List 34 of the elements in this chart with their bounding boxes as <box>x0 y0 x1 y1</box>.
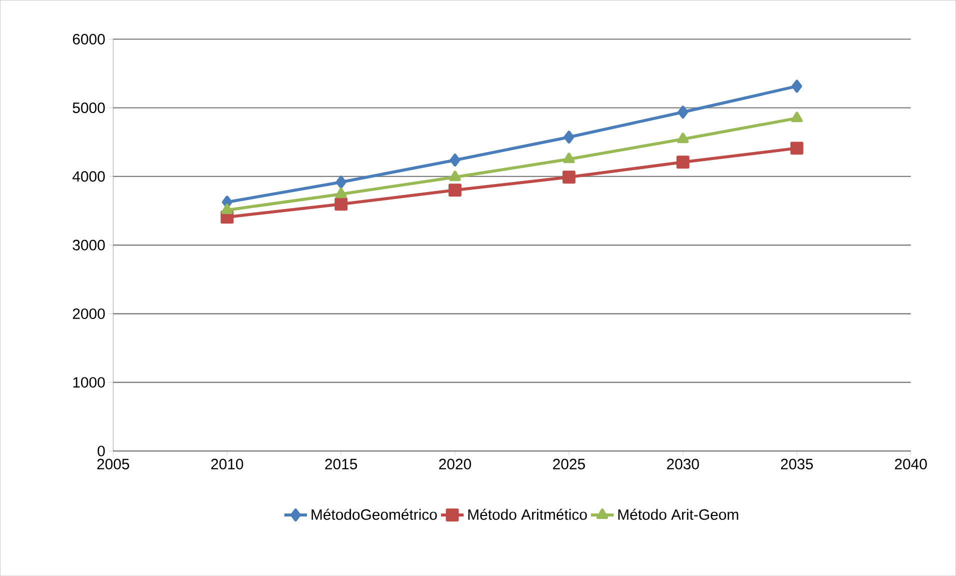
point <box>335 188 347 198</box>
x-tick-label: 2025 <box>553 458 585 470</box>
x-tick-label: 2005 <box>97 458 130 470</box>
y-tick-label: 6000 <box>72 34 105 44</box>
y-tick-label: 4000 <box>72 171 105 182</box>
legend-label: Método Arit-Geom <box>618 508 738 520</box>
point <box>564 130 574 144</box>
point <box>450 154 460 167</box>
point <box>791 112 803 122</box>
x-tick-label: 2010 <box>211 458 244 470</box>
x-tick-label: 2040 <box>894 458 927 470</box>
legend-label: Método Aritmético <box>468 508 587 520</box>
point <box>221 204 233 214</box>
point <box>792 80 802 93</box>
x-tick-label: 2020 <box>439 458 472 470</box>
point <box>790 142 804 155</box>
x-tick-label: 2030 <box>667 458 699 470</box>
point <box>562 170 576 184</box>
y-tick-label: 1000 <box>73 377 105 388</box>
point <box>449 170 461 182</box>
y-tick-label: 5000 <box>72 102 105 114</box>
point <box>334 198 348 211</box>
point <box>678 106 688 119</box>
y-tick-label: 0 <box>98 446 105 456</box>
y-tick-label: 2000 <box>72 308 105 319</box>
x-tick-label: 2035 <box>781 458 813 470</box>
legend-label: MétodoGeométrico <box>312 508 437 520</box>
y-tick-label: 3000 <box>72 240 105 250</box>
point <box>563 152 575 164</box>
point <box>676 156 690 169</box>
x-tick-label: 2015 <box>325 458 358 470</box>
point <box>336 176 346 189</box>
point <box>448 184 462 197</box>
point <box>677 132 689 144</box>
